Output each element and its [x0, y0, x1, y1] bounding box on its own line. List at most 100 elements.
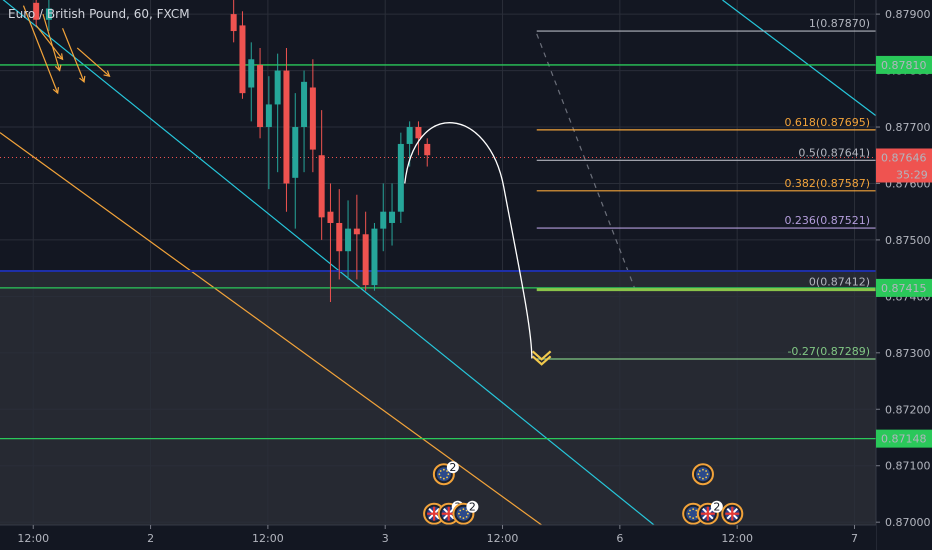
trendline[interactable]	[722, 0, 877, 117]
shaded-zone	[0, 270, 876, 525]
eu-star	[446, 476, 448, 479]
early-arrow-line[interactable]	[35, 25, 64, 60]
candle-body	[389, 211, 396, 223]
price-tag[interactable]	[876, 55, 932, 74]
eu-star	[465, 509, 468, 512]
event-badge[interactable]	[721, 502, 744, 525]
event-badge[interactable]: 2	[432, 461, 459, 486]
eu-star	[702, 477, 704, 480]
candle-body	[283, 70, 290, 184]
early-arrow-line[interactable]	[62, 28, 85, 83]
badge-count: 2	[469, 501, 476, 514]
price-tick-label: 0.87200	[885, 403, 931, 416]
early-arrow-head	[103, 70, 111, 78]
arrow-head-chevron	[531, 350, 552, 361]
candle-body	[239, 25, 246, 94]
fib-level-label: 0.5(0.87641)	[798, 146, 870, 159]
price-axis-background	[876, 0, 932, 550]
chart-title: Euro / British Pound, 60, FXCM	[8, 7, 190, 21]
candle-body	[257, 64, 264, 128]
time-tick-label: 7	[851, 532, 858, 545]
badge-count-dot	[446, 461, 459, 474]
candle-body	[353, 228, 360, 235]
candle-body	[327, 211, 334, 223]
candle-body	[309, 87, 316, 150]
trendlines[interactable]	[0, 0, 877, 526]
candle-body	[292, 127, 299, 178]
early-arrow-head	[79, 75, 86, 84]
time-tick-label: 12:00	[252, 532, 284, 545]
eu-star	[458, 512, 460, 515]
event-badge[interactable]	[691, 463, 714, 486]
candle-body	[380, 211, 387, 229]
eu-star	[706, 473, 709, 476]
time-axis-background	[0, 525, 876, 550]
eu-star	[687, 512, 690, 515]
horizontal-lines[interactable]	[0, 64, 876, 440]
candle-body	[345, 228, 352, 252]
price-tag[interactable]	[876, 429, 932, 448]
early-arrow-line[interactable]	[42, 13, 61, 71]
time-tick-label: 3	[382, 532, 389, 545]
candle-body	[318, 155, 325, 218]
badge-count: 2	[449, 461, 456, 474]
eu-star	[465, 515, 468, 518]
price-tick-label: 0.87700	[885, 121, 931, 134]
price-tag-label: 0.87810	[881, 59, 927, 72]
candle-body	[33, 2, 40, 20]
time-tick-label: 12:00	[721, 532, 753, 545]
eu-star	[698, 470, 701, 472]
badge-count-dot	[710, 500, 723, 513]
price-tag-label: 0.87415	[881, 282, 927, 295]
time-axis[interactable]: 12:00 2 12:00 3 12:00 6 12:00 7	[0, 524, 876, 550]
current-price-label: 0.87646	[881, 152, 927, 165]
event-badge[interactable]: 2	[696, 500, 723, 525]
fib-level-label: 0.382(0.87587)	[784, 177, 870, 190]
drawings[interactable]	[22, 5, 552, 366]
eu-star	[698, 476, 701, 479]
eu-star	[442, 477, 445, 480]
trendline[interactable]	[0, 0, 655, 526]
eu-star	[695, 515, 698, 518]
fib-level-label: 0.236(0.87521)	[784, 214, 870, 227]
fib-level-label: 1(0.87870)	[809, 17, 870, 30]
fibonacci-levels[interactable]: 1(0.87870) 0.618(0.87695) 0.5(0.87641) 0.38…	[536, 17, 876, 360]
candle-body	[265, 104, 272, 128]
price-tag-label: 0.87148	[881, 433, 927, 446]
price-tick-label: 0.87500	[885, 234, 931, 247]
early-arrow-line[interactable]	[76, 47, 110, 77]
event-badges[interactable]: 2322	[423, 461, 744, 525]
eu-star	[447, 473, 450, 476]
projected-path-curve[interactable]	[404, 122, 533, 359]
event-badge[interactable]: 2	[452, 500, 479, 525]
grid	[0, 0, 876, 525]
eu-star	[462, 508, 465, 511]
eu-star	[439, 476, 442, 479]
price-tag[interactable]	[876, 278, 932, 297]
candle-body	[230, 14, 237, 32]
candle-body	[397, 143, 404, 212]
eu-star	[702, 468, 704, 471]
badge-count: 2	[713, 501, 720, 514]
eu-star	[692, 508, 695, 511]
eu-star	[467, 512, 469, 515]
eu-star	[446, 470, 448, 472]
candles	[33, 0, 431, 303]
arrow-head-chevron	[531, 355, 552, 366]
price-tick-label: 0.87000	[885, 516, 931, 529]
time-tick-label: 2	[147, 532, 154, 545]
price-tick-label: 0.87100	[885, 460, 931, 473]
eu-star	[459, 515, 462, 518]
eu-star	[442, 468, 445, 471]
eu-star	[697, 473, 700, 476]
candle-body	[248, 59, 255, 88]
trendline[interactable]	[0, 132, 542, 526]
candle-body	[362, 234, 369, 286]
early-arrow-head	[56, 53, 64, 61]
early-arrow-line[interactable]	[22, 5, 59, 94]
current-price-tag[interactable]	[876, 148, 932, 183]
price-axis[interactable]: 0.870000.871000.872000.873000.874000.875…	[875, 0, 932, 550]
candle-countdown: 35:29	[896, 169, 928, 182]
